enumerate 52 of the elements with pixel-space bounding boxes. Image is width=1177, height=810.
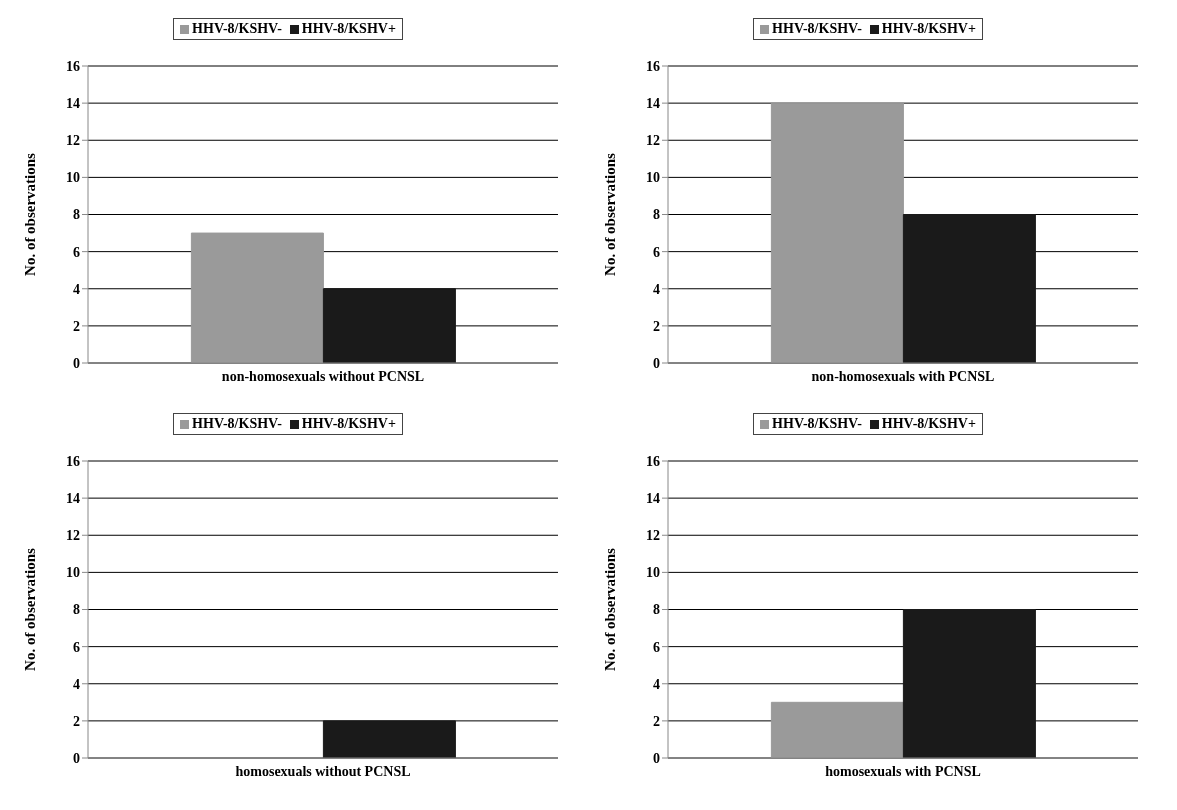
y-axis-title: No. of observations — [602, 547, 619, 671]
y-tick-label: 2 — [653, 713, 660, 729]
y-tick-label: 8 — [73, 207, 80, 223]
y-tick-label: 2 — [73, 713, 80, 729]
y-tick-label: 8 — [73, 602, 80, 618]
y-tick-label: 12 — [646, 528, 660, 544]
y-tick-label: 10 — [66, 170, 80, 186]
legend-label: HHV-8/KSHV+ — [300, 416, 396, 432]
x-tick-label: homosexuals without PCNSL — [235, 763, 411, 779]
y-tick-label: 10 — [66, 565, 80, 581]
y-tick-label: 14 — [646, 491, 660, 507]
y-tick-label: 0 — [653, 750, 660, 766]
y-tick-label: 10 — [646, 565, 660, 581]
y-axis-title: No. of observations — [22, 152, 39, 276]
y-tick-label: 4 — [73, 281, 80, 297]
legend-label: HHV-8/KSHV- — [191, 416, 282, 432]
y-tick-label: 6 — [653, 244, 660, 260]
y-tick-label: 12 — [66, 133, 80, 149]
y-tick-label: 6 — [73, 639, 80, 655]
x-tick-label: homosexuals with PCNSL — [825, 763, 981, 779]
y-tick-label: 10 — [646, 170, 660, 186]
y-tick-label: 16 — [646, 58, 660, 74]
y-tick-label: 14 — [646, 96, 660, 112]
x-tick-label: non-homosexuals without PCNSL — [221, 368, 425, 384]
y-tick-label: 4 — [653, 281, 660, 297]
legend-label: HHV-8/KSHV- — [771, 416, 862, 432]
y-tick-label: 0 — [73, 750, 80, 766]
y-tick-label: 12 — [646, 133, 660, 149]
y-tick-label: 16 — [66, 58, 80, 74]
y-tick-label: 2 — [653, 318, 660, 334]
y-tick-label: 16 — [66, 453, 80, 469]
y-tick-label: 6 — [653, 639, 660, 655]
legend-label: HHV-8/KSHV- — [191, 21, 282, 37]
legend-label: HHV-8/KSHV+ — [300, 21, 396, 37]
y-tick-label: 16 — [646, 453, 660, 469]
y-tick-label: 12 — [66, 528, 80, 544]
x-tick-label: non-homosexuals with PCNSL — [811, 368, 995, 384]
y-tick-label: 14 — [66, 491, 80, 507]
legend-label: HHV-8/KSHV- — [771, 21, 862, 37]
y-tick-label: 4 — [653, 676, 660, 692]
y-tick-label: 14 — [66, 96, 80, 112]
y-tick-label: 8 — [653, 602, 660, 618]
legend-label: HHV-8/KSHV+ — [880, 416, 976, 432]
y-axis-title: No. of observations — [22, 547, 39, 671]
y-tick-label: 0 — [73, 355, 80, 371]
y-tick-label: 2 — [73, 318, 80, 334]
y-axis-title: No. of observations — [602, 152, 619, 276]
y-tick-label: 0 — [653, 355, 660, 371]
y-tick-label: 8 — [653, 207, 660, 223]
legend-label: HHV-8/KSHV+ — [880, 21, 976, 37]
y-tick-label: 4 — [73, 676, 80, 692]
y-tick-label: 6 — [73, 244, 80, 260]
